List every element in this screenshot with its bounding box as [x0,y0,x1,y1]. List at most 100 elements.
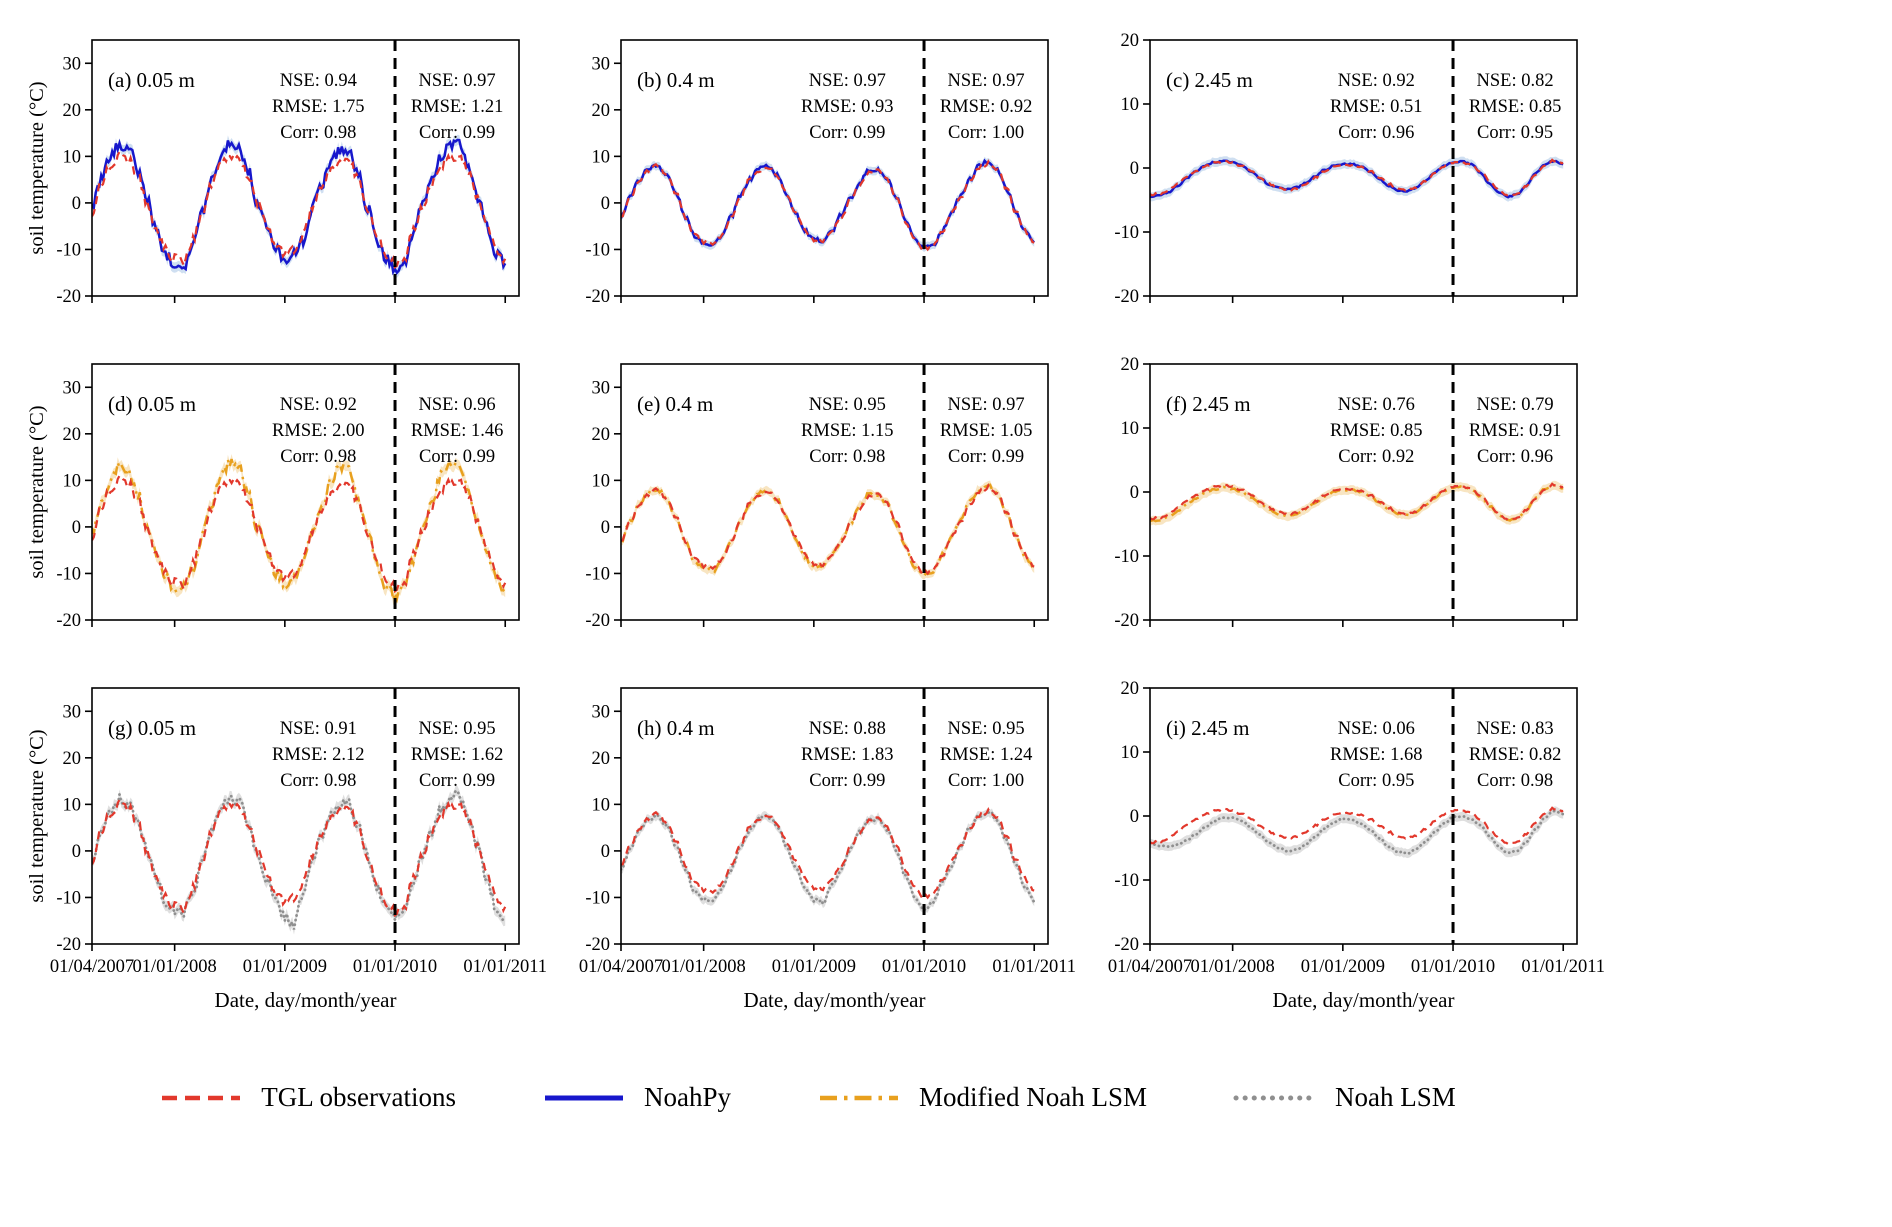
chart-panel-b: -20 -10 0 10 20 30 (b) 0.4 m NSE: 0.97 NSE: 0.97… [585,39,1049,307]
svg-text:RMSE: 1.46: RMSE: 1.46 [411,421,504,441]
svg-text:01/04/2007: 01/04/2007 [50,957,134,977]
chart-panel-e: -20 -10 0 10 20 30 (e) 0.4 m NSE: 0.95 NSE: 0.97… [585,363,1049,631]
svg-text:Corr: 0.92: Corr: 0.92 [1338,447,1414,467]
svg-text:Corr: 0.98: Corr: 0.98 [809,447,885,467]
svg-text:RMSE: 0.85: RMSE: 0.85 [1330,421,1423,441]
panel-g: -20 -10 0 10 20 30 01/04/2007 01/01/2008 01/01/2… [26,676,547,1024]
svg-text:10: 10 [592,471,611,491]
svg-text:RMSE: 0.93: RMSE: 0.93 [801,97,894,117]
chart-panel-a: -20 -10 0 10 20 30 soil temperature (°C) (a) 0.… [26,39,520,307]
svg-text:(g) 0.05 m: (g) 0.05 m [108,716,196,740]
dashdot-line-icon [819,1095,898,1100]
svg-text:Date, day/month/year: Date, day/month/year [1273,988,1455,1012]
svg-text:-20: -20 [56,287,81,307]
svg-text:-20: -20 [585,935,610,955]
svg-text:NSE: 0.95: NSE: 0.95 [419,719,496,739]
svg-text:Date, day/month/year: Date, day/month/year [744,988,926,1012]
svg-text:RMSE: 1.68: RMSE: 1.68 [1330,745,1423,765]
svg-text:Corr: 0.99: Corr: 0.99 [419,123,495,143]
svg-text:0: 0 [72,518,81,538]
svg-text:Corr: 1.00: Corr: 1.00 [948,771,1024,791]
svg-text:01/01/2009: 01/01/2009 [243,957,327,977]
svg-text:20: 20 [592,425,611,445]
legend-item-noahpy: NoahPy [542,1082,731,1113]
svg-text:(a) 0.05 m: (a) 0.05 m [108,68,195,92]
svg-text:01/01/2010: 01/01/2010 [882,957,966,977]
svg-text:-20: -20 [56,611,81,631]
svg-text:01/01/2009: 01/01/2009 [1301,957,1385,977]
svg-text:NSE: 0.79: NSE: 0.79 [1477,395,1554,415]
svg-text:20: 20 [63,425,82,445]
chart-panel-f: -20 -10 0 10 20 (f) 2.45 m NSE: 0.76 NSE: 0.79 R… [1114,355,1578,631]
svg-text:RMSE: 1.21: RMSE: 1.21 [411,97,504,117]
svg-text:(h) 0.4 m: (h) 0.4 m [637,716,715,740]
svg-text:NSE: 0.97: NSE: 0.97 [419,71,496,91]
svg-text:01/01/2008: 01/01/2008 [1191,957,1275,977]
svg-text:-20: -20 [585,611,610,631]
svg-text:20: 20 [592,749,611,769]
svg-text:10: 10 [1121,743,1140,763]
svg-text:NSE: 0.91: NSE: 0.91 [280,719,357,739]
svg-text:-10: -10 [585,240,610,260]
svg-text:-10: -10 [56,240,81,260]
svg-text:Corr: 0.99: Corr: 0.99 [419,447,495,467]
svg-text:-20: -20 [1114,287,1139,307]
svg-text:RMSE: 0.91: RMSE: 0.91 [1469,421,1562,441]
svg-text:RMSE: 1.75: RMSE: 1.75 [272,97,365,117]
svg-text:30: 30 [592,378,611,398]
legend-label: NoahPy [643,1082,731,1112]
svg-text:RMSE: 0.92: RMSE: 0.92 [940,97,1033,117]
svg-text:30: 30 [63,54,82,74]
svg-text:(i) 2.45 m: (i) 2.45 m [1166,716,1249,740]
svg-text:NSE: 0.97: NSE: 0.97 [948,71,1025,91]
svg-text:RMSE: 1.15: RMSE: 1.15 [801,421,894,441]
svg-text:Corr: 0.96: Corr: 0.96 [1338,123,1414,143]
dashed-line-icon [162,1095,241,1100]
svg-text:-20: -20 [56,935,81,955]
svg-text:RMSE: 0.85: RMSE: 0.85 [1469,97,1562,117]
legend-item-modified-noah-lsm: Modified Noah LSM [817,1082,1147,1113]
svg-text:0: 0 [601,518,610,538]
svg-text:-20: -20 [1114,935,1139,955]
dotted-line-icon [1233,1095,1317,1100]
svg-text:30: 30 [592,54,611,74]
svg-text:-20: -20 [1114,611,1139,631]
figure: -20 -10 0 10 20 30 soil temperature (°C) (a) 0.… [26,28,1605,1113]
svg-text:NSE: 0.92: NSE: 0.92 [1338,71,1415,91]
svg-text:01/04/2007: 01/04/2007 [579,957,663,977]
svg-text:RMSE: 2.12: RMSE: 2.12 [272,745,365,765]
svg-text:NSE: 0.76: NSE: 0.76 [1338,395,1415,415]
svg-text:RMSE: 0.82: RMSE: 0.82 [1469,745,1562,765]
solid-line-icon [544,1095,623,1100]
svg-text:NSE: 0.97: NSE: 0.97 [809,71,886,91]
svg-text:NSE: 0.97: NSE: 0.97 [948,395,1025,415]
svg-text:Corr: 0.95: Corr: 0.95 [1338,771,1414,791]
svg-text:0: 0 [72,194,81,214]
svg-text:10: 10 [63,471,82,491]
svg-text:RMSE: 0.51: RMSE: 0.51 [1330,97,1423,117]
svg-text:10: 10 [1121,95,1140,115]
svg-text:10: 10 [63,795,82,815]
svg-text:-10: -10 [1114,223,1139,243]
chart-grid: -20 -10 0 10 20 30 soil temperature (°C) (a) 0.… [26,28,1605,1024]
legend-label: Modified Noah LSM [918,1082,1147,1112]
svg-text:-10: -10 [1114,547,1139,567]
svg-text:30: 30 [592,702,611,722]
svg-text:NSE: 0.96: NSE: 0.96 [419,395,496,415]
svg-text:01/01/2011: 01/01/2011 [1521,957,1605,977]
panel-a: -20 -10 0 10 20 30 soil temperature (°C) (a) 0.… [26,28,531,310]
chart-panel-c: -20 -10 0 10 20 (c) 2.45 m NSE: 0.92 NSE: 0.82 R… [1114,31,1578,307]
svg-text:Corr: 0.98: Corr: 0.98 [280,447,356,467]
panel-d: -20 -10 0 10 20 30 soil temperature (°C) (d) 0.… [26,352,531,634]
svg-text:RMSE: 1.24: RMSE: 1.24 [940,745,1033,765]
svg-text:0: 0 [72,842,81,862]
panel-c: -20 -10 0 10 20 (c) 2.45 m NSE: 0.92 NSE: 0.82 R… [1084,28,1589,310]
legend-label: TGL observations [261,1082,456,1112]
svg-text:Corr: 0.99: Corr: 0.99 [419,771,495,791]
svg-text:NSE: 0.82: NSE: 0.82 [1477,71,1554,91]
svg-text:-10: -10 [585,888,610,908]
chart-panel-d: -20 -10 0 10 20 30 soil temperature (°C) (d) 0.… [26,363,520,631]
